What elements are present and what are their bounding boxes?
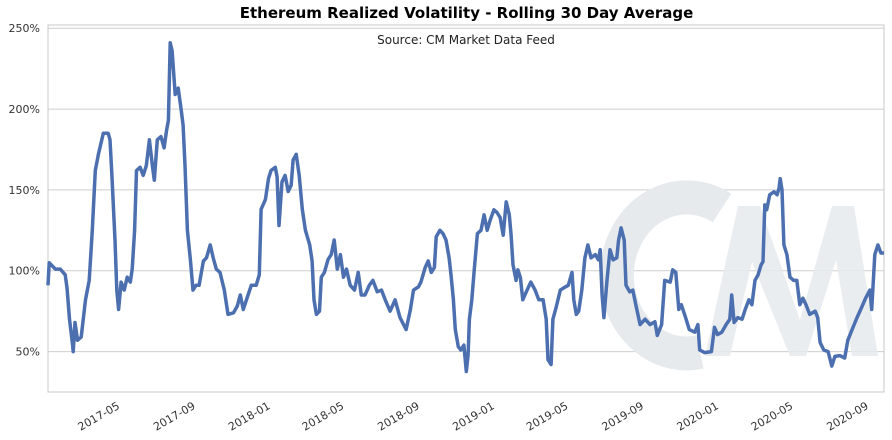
y-tick-label: 50% bbox=[16, 346, 40, 359]
y-tick-label: 250% bbox=[9, 22, 40, 35]
y-tick-label: 150% bbox=[9, 184, 40, 197]
x-tick-label: 2020-09 bbox=[824, 399, 870, 433]
watermark-letter-m bbox=[705, 206, 878, 356]
x-tick-label: 2017-09 bbox=[151, 399, 197, 433]
watermark-letter-c bbox=[599, 180, 732, 371]
y-tick-label: 100% bbox=[9, 265, 40, 278]
y-tick-label: 200% bbox=[9, 103, 40, 116]
x-tick-label: 2018-05 bbox=[300, 399, 346, 433]
chart-title: Ethereum Realized Volatility - Rolling 3… bbox=[239, 4, 694, 22]
x-tick-label: 2020-05 bbox=[749, 399, 795, 433]
x-tick-label: 2020-01 bbox=[675, 399, 721, 433]
x-tick-label: 2018-01 bbox=[226, 399, 272, 433]
y-axis: 50% 100% 150% 200% 250% bbox=[9, 22, 40, 358]
chart-subtitle: Source: CM Market Data Feed bbox=[377, 33, 555, 47]
x-tick-label: 2017-05 bbox=[76, 399, 122, 433]
x-axis: 2017-05 2017-09 2018-01 2018-05 2018-09 2019-… bbox=[76, 399, 871, 433]
volatility-series-line bbox=[46, 41, 884, 374]
x-tick-label: 2019-01 bbox=[450, 399, 496, 433]
plot-area-frame bbox=[47, 24, 885, 393]
x-tick-label: 2019-05 bbox=[524, 399, 570, 433]
cm-watermark-logo bbox=[599, 180, 878, 371]
x-tick-label: 2019-09 bbox=[600, 399, 646, 433]
x-tick-label: 2018-09 bbox=[375, 399, 421, 433]
